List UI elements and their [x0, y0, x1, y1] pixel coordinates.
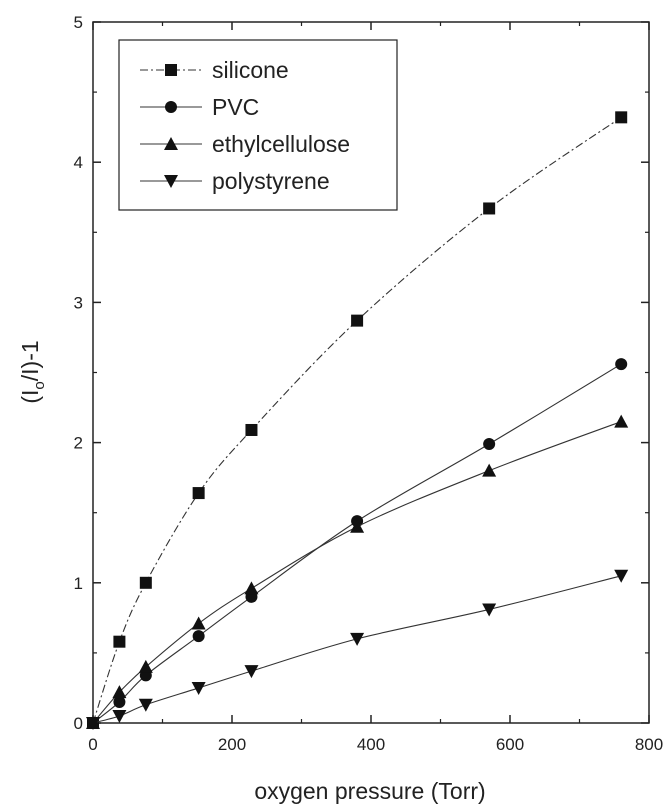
y-axis: 0 1 2 3 4 5 — [74, 13, 649, 733]
data-point — [112, 685, 127, 699]
legend-item: ethylcellulose — [140, 131, 350, 157]
y-axis-label: (Io/I)-1 — [17, 340, 48, 403]
x-axis: 0 200 400 600 800 — [88, 22, 663, 754]
data-point — [191, 616, 206, 630]
x-tick-label: 600 — [496, 735, 524, 754]
legend-marker — [164, 175, 178, 188]
x-axis-label: oxygen pressure (Torr) — [254, 778, 485, 804]
legend: silicone PVC ethylcellulose polystyrene — [118, 39, 398, 211]
y-tick-label: 3 — [74, 293, 83, 312]
legend-marker — [165, 64, 177, 76]
legend-label: silicone — [212, 57, 289, 83]
series-layer — [86, 111, 629, 730]
series-triangle-down — [86, 569, 629, 730]
data-point — [350, 632, 365, 646]
data-point — [244, 581, 259, 595]
series-line — [92, 421, 622, 724]
series-triangle-up — [86, 414, 629, 729]
data-point — [614, 414, 629, 428]
data-point — [191, 681, 206, 695]
data-point — [192, 630, 205, 643]
series-square — [87, 111, 628, 729]
data-point — [192, 487, 205, 500]
data-point — [614, 569, 629, 583]
y-tick-label: 2 — [74, 434, 83, 453]
data-point — [483, 438, 496, 451]
data-point — [138, 659, 153, 673]
y-tick-label: 5 — [74, 13, 83, 32]
data-point — [615, 111, 628, 124]
legend-label: polystyrene — [212, 168, 330, 194]
data-point — [113, 635, 126, 648]
legend-label: ethylcellulose — [212, 131, 350, 157]
legend-items: silicone PVC ethylcellulose polystyrene — [140, 57, 350, 194]
series-line — [92, 363, 622, 724]
data-point — [351, 314, 364, 327]
y-tick-label: 0 — [74, 714, 83, 733]
data-point — [86, 717, 100, 730]
series-line — [92, 575, 622, 724]
data-point — [482, 463, 497, 477]
legend-label: PVC — [212, 94, 259, 120]
x-tick-label: 800 — [635, 735, 663, 754]
data-point — [245, 423, 258, 436]
legend-marker — [164, 137, 178, 150]
data-point — [112, 709, 127, 723]
y-axis-label-tail: /I)-1 — [17, 340, 43, 381]
legend-item: polystyrene — [140, 168, 330, 194]
x-tick-label: 200 — [218, 735, 246, 754]
data-point — [244, 665, 259, 679]
data-point — [615, 358, 628, 371]
y-axis-label-main: (I — [17, 390, 43, 404]
y-tick-label: 1 — [74, 574, 83, 593]
legend-item: silicone — [140, 57, 289, 83]
data-point — [350, 519, 365, 533]
legend-marker — [165, 101, 177, 113]
y-axis-label-sub: o — [31, 381, 48, 389]
data-point — [482, 603, 497, 617]
legend-item: PVC — [140, 94, 259, 120]
data-point — [139, 576, 152, 589]
x-tick-label: 0 — [88, 735, 97, 754]
data-point — [138, 698, 153, 712]
y-tick-label: 4 — [74, 153, 83, 172]
data-point — [483, 202, 496, 215]
x-tick-label: 400 — [357, 735, 385, 754]
data-point — [113, 695, 126, 708]
